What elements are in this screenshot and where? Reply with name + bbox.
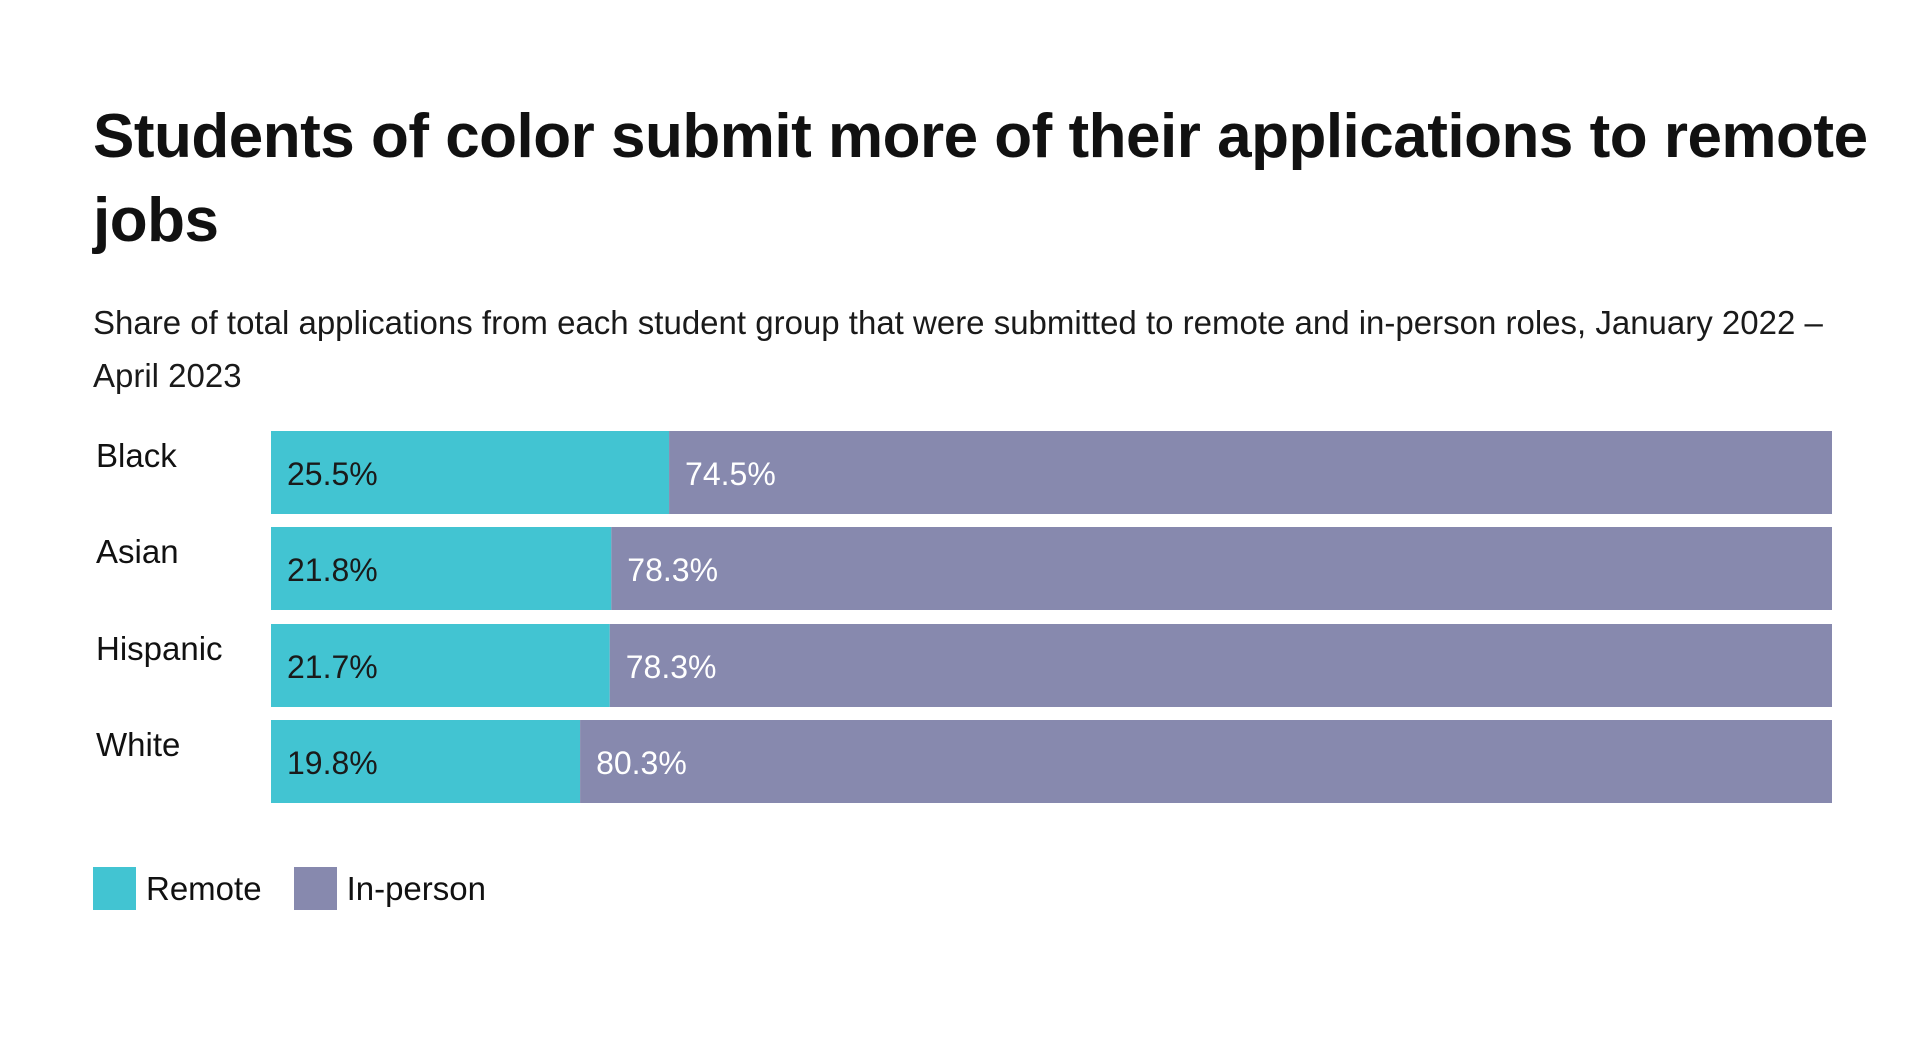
data-label-in-person-white: 80.3% (596, 745, 687, 781)
bar-remote-asian (271, 527, 612, 610)
category-label-hispanic: Hispanic (96, 630, 223, 667)
data-label-in-person-asian: 78.3% (627, 552, 718, 588)
legend-label-remote: Remote (146, 869, 262, 907)
data-label-in-person-hispanic: 78.3% (626, 649, 717, 685)
category-label-white: White (96, 726, 180, 763)
legend-item-in-person: In-person (293, 867, 486, 910)
category-label-black: Black (96, 437, 177, 474)
legend: Remote In-person (93, 867, 518, 910)
bar-in-person-hispanic (609, 624, 1832, 707)
chart-subtitle: Share of total applications from each st… (93, 304, 1823, 394)
data-label-remote-black: 25.5% (287, 456, 378, 492)
legend-label-in-person: In-person (346, 869, 486, 907)
data-label-remote-asian: 21.8% (287, 552, 378, 588)
chart-title: Students of color submit more of their a… (93, 102, 1868, 255)
bar-in-person-asian (611, 527, 1832, 610)
bar-in-person-white (580, 720, 1832, 803)
data-label-remote-hispanic: 21.7% (287, 649, 378, 685)
legend-item-remote: Remote (93, 867, 262, 910)
data-label-in-person-black: 74.5% (685, 456, 776, 492)
legend-swatch-remote (93, 867, 136, 910)
bar-remote-black (271, 431, 670, 514)
category-label-asian: Asian (96, 533, 179, 570)
data-label-remote-white: 19.8% (287, 745, 378, 781)
bar-in-person-black (669, 431, 1833, 514)
bar-remote-white (271, 720, 581, 803)
legend-swatch-in-person (293, 867, 337, 910)
bar-remote-hispanic (271, 624, 610, 707)
